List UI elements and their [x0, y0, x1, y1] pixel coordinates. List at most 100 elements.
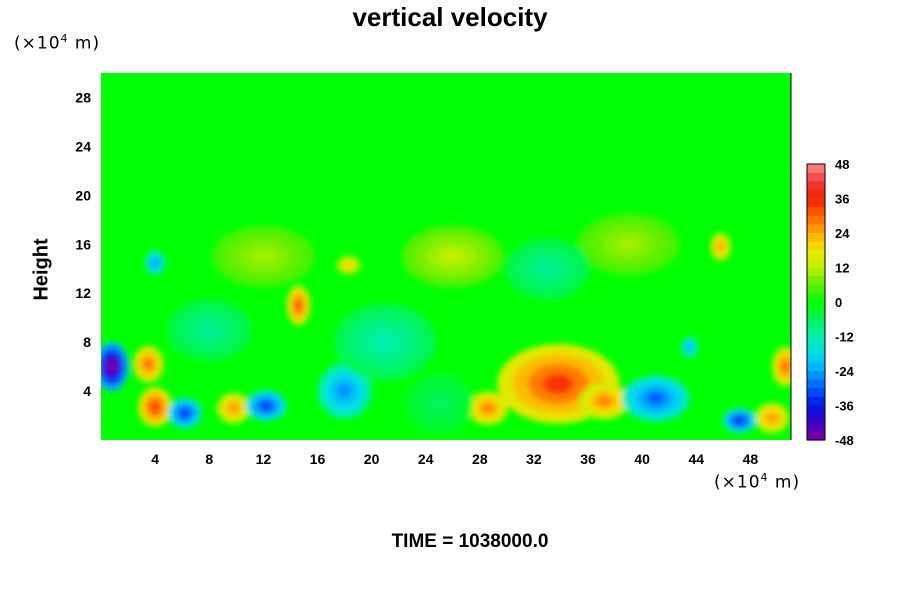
x-axis-unit: (×104 m) — [714, 471, 800, 493]
colorbar-segment-22 — [807, 353, 825, 363]
heatmap-blob-20-level-3 — [250, 248, 277, 265]
y-axis-ticks: 4 8 12 16 20 24 28 — [75, 89, 91, 399]
x-tick-label-48: 48 — [743, 451, 759, 467]
y-tick-label-12: 12 — [75, 285, 91, 301]
colorbar-segment-8 — [807, 233, 825, 243]
heatmap-blob-2-level-3 — [150, 402, 160, 412]
heatmap-blob-13-level-3 — [647, 392, 665, 405]
colorbar-segment-10 — [807, 250, 825, 260]
heatmap-blob-5-level-3 — [260, 401, 272, 410]
colorbar-segment-12 — [807, 267, 825, 277]
colorbar-segment-24 — [807, 371, 825, 381]
heatmap-blob-16-level-3 — [782, 361, 789, 372]
x-tick-label-32: 32 — [526, 451, 542, 467]
heatmap-blob-18-level-3 — [687, 344, 692, 350]
heatmap-blob-14-level-3 — [735, 417, 744, 424]
heatmap-blob-24-level-3 — [198, 322, 220, 338]
heatmap-blob-1-level-3 — [144, 359, 153, 369]
x-axis-ticks: 4 8 12 16 20 24 28 32 36 40 44 48 — [151, 451, 758, 467]
y-tick-label-16: 16 — [75, 236, 91, 252]
colorbar-segment-1 — [807, 172, 825, 182]
colorbar-segment-19 — [807, 327, 825, 338]
colorbar-segment-3 — [807, 189, 825, 200]
x-tick-label-36: 36 — [580, 451, 596, 467]
x-tick-label-44: 44 — [689, 451, 705, 467]
x-tick-label-8: 8 — [205, 451, 213, 467]
colorbar-segment-28 — [807, 405, 825, 415]
colorbar-segment-2 — [807, 181, 825, 191]
colorbar-segment-0 — [807, 164, 825, 174]
heatmap-blob-7-level-3 — [337, 384, 352, 398]
time-label: TIME = 1038000.0 — [391, 531, 549, 552]
colorbar-tick-label-36: 36 — [835, 192, 849, 207]
x-tick-label-12: 12 — [256, 451, 272, 467]
colorbar-segment-5 — [807, 207, 825, 217]
heatmap-blob-4-level-3 — [229, 404, 238, 413]
colorbar-segment-9 — [807, 241, 825, 251]
heatmap-blob-10-level-3 — [482, 403, 494, 413]
y-unit-prefix: (×10 — [14, 33, 61, 54]
plot-area — [101, 73, 791, 440]
heatmap-blob-23-level-3 — [536, 261, 559, 277]
x-unit-suffix: m) — [768, 472, 801, 493]
y-unit-suffix: m) — [68, 33, 101, 54]
colorbar-segment-21 — [807, 345, 825, 355]
heatmap-blob-8-level-3 — [345, 262, 352, 268]
colorbar-segment-29 — [807, 414, 825, 424]
heatmap-blob-6-level-3 — [295, 300, 302, 311]
heatmap-features — [101, 213, 791, 434]
heatmap-blob-9-level-3 — [152, 259, 158, 266]
colorbar-tick-label-12: 12 — [835, 261, 849, 276]
heatmap-blob-15-level-3 — [767, 414, 777, 422]
colorbar-segment-7 — [807, 224, 825, 234]
colorbar-segment-14 — [807, 284, 825, 294]
colorbar-tick-label--24: -24 — [835, 364, 855, 379]
colorbar-frame — [806, 163, 826, 441]
colorbar-segment-26 — [807, 388, 825, 398]
colorbar-segment-6 — [807, 215, 825, 225]
heatmap-blob-19-level-3 — [440, 248, 466, 265]
x-tick-label-40: 40 — [634, 451, 650, 467]
y-unit-exponent: 4 — [60, 32, 69, 45]
y-tick-label-20: 20 — [75, 187, 91, 203]
colorbar-tick-label-48: 48 — [835, 157, 849, 172]
colorbar — [806, 163, 826, 441]
heatmap-blob-25-level-3 — [430, 395, 448, 411]
heatmap-blob-0-level-3 — [107, 360, 117, 373]
colorbar-tick-label--48: -48 — [835, 433, 854, 448]
x-tick-label-16: 16 — [310, 451, 326, 467]
x-tick-label-28: 28 — [472, 451, 488, 467]
heatmap-blob-3-level-3 — [180, 409, 190, 417]
colorbar-segment-16 — [807, 302, 825, 312]
heatmap-blob-21-level-3 — [615, 236, 642, 252]
heatmap-blob-12-level-3 — [597, 396, 611, 406]
colorbar-segment-30 — [807, 422, 825, 432]
colorbar-segment-20 — [807, 336, 825, 346]
x-tick-label-24: 24 — [418, 451, 434, 467]
colorbar-segment-13 — [807, 276, 825, 286]
x-tick-label-4: 4 — [151, 451, 159, 467]
heatmap-blob-22-level-3 — [372, 332, 398, 352]
colorbar-segment-27 — [807, 396, 825, 407]
y-tick-label-4: 4 — [83, 383, 91, 399]
colorbar-tick-label--36: -36 — [835, 399, 854, 414]
y-tick-label-8: 8 — [83, 334, 91, 350]
chart-title: vertical velocity — [352, 2, 548, 32]
colorbar-segment-31 — [807, 431, 825, 441]
colorbar-segment-25 — [807, 379, 825, 389]
colorbar-tick-label--12: -12 — [835, 330, 854, 345]
colorbar-segment-23 — [807, 362, 825, 372]
colorbar-segment-18 — [807, 319, 825, 329]
y-tick-label-24: 24 — [75, 138, 91, 154]
y-tick-label-28: 28 — [75, 89, 91, 105]
colorbar-tick-label-24: 24 — [835, 226, 850, 241]
x-unit-exponent: 4 — [760, 471, 769, 484]
heatmap-blob-11-level-3 — [543, 373, 574, 394]
colorbar-segment-17 — [807, 310, 825, 320]
x-tick-label-20: 20 — [364, 451, 380, 467]
colorbar-segment-4 — [807, 198, 825, 208]
colorbar-segment-11 — [807, 258, 825, 269]
colorbar-segment-15 — [807, 293, 825, 303]
colorbar-ticks: 48 36 24 12 0 -12 -24 -36 -48 — [835, 157, 855, 448]
